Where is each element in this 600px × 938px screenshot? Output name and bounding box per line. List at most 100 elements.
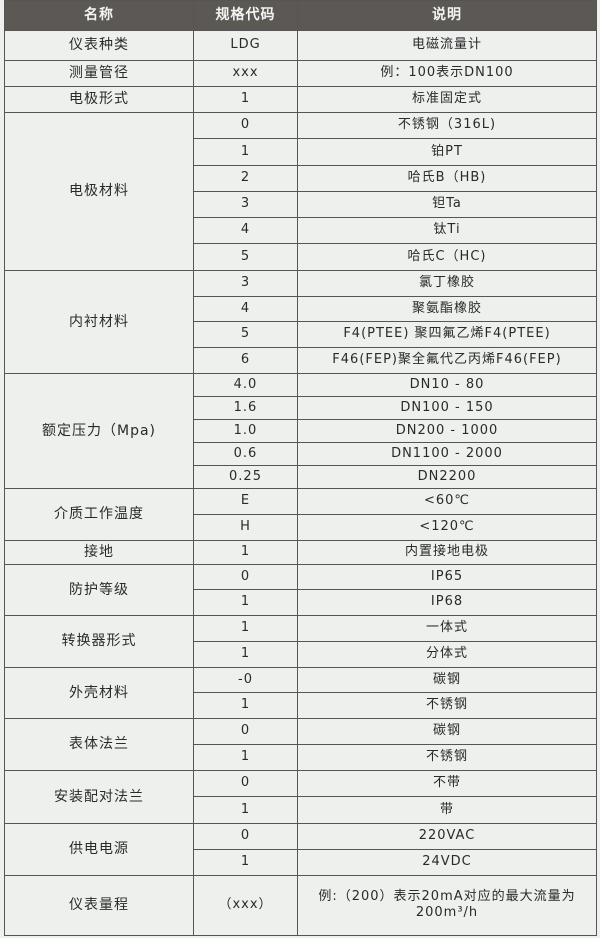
code-cell: 5	[193, 321, 298, 349]
table-row: 表体法兰 0 碳钢	[4, 717, 597, 771]
description-cell: 铂PT	[297, 138, 597, 166]
item-name: 仪表种类	[4, 30, 194, 61]
item-name: 表体法兰	[4, 717, 194, 771]
table-row: 1 24VDC	[5, 848, 597, 876]
description-cell: 不锈钢（316L)	[297, 111, 597, 140]
code-cell: 0	[193, 769, 298, 798]
description-cell: <120℃	[297, 513, 597, 541]
table-row: 转换器形式 1 一体式	[4, 614, 597, 668]
code-cell: 1.0	[193, 418, 298, 443]
table-row: 1 不锈钢	[5, 743, 597, 771]
table-row: 介质工作温度 E <60℃	[4, 487, 597, 541]
description-cell: <60℃	[297, 487, 597, 515]
description-cell: 内置接地电极	[297, 539, 597, 565]
code-cell: 1	[193, 614, 298, 642]
header-name: 名称	[4, 0, 194, 31]
item-name: 电极材料	[4, 112, 194, 271]
description-cell: DN2200	[297, 464, 597, 489]
item-name: 防护等级	[4, 563, 194, 616]
spec-table: 名称 规格代码 说明 仪表种类 LDG 电磁流量计 测量管径 xxx 例：100表示DN1…	[4, 0, 597, 936]
description-cell: 哈氏C（HC)	[297, 243, 597, 271]
code-cell: 1	[193, 692, 298, 719]
description-cell: 碳钢	[297, 717, 597, 745]
description-cell: DN1100 - 2000	[297, 441, 597, 466]
table-row: 电极形式 1 标准固定式	[4, 86, 597, 113]
code-cell: 1	[193, 640, 298, 668]
table-row: 5 哈氏C（HC)	[5, 243, 597, 271]
table-row: 4 钛Ti	[5, 217, 597, 245]
table-row: H <120℃	[5, 513, 597, 541]
code-cell: 0	[193, 563, 298, 591]
table-row: 3 钽Ta	[5, 190, 597, 219]
item-name: 测量管径	[4, 60, 194, 87]
table-row: 外壳材料 -0 碳钢	[4, 666, 597, 719]
description-cell: DN100 - 150	[297, 395, 597, 420]
table-row: 安装配对法兰 0 不带	[4, 769, 597, 824]
code-cell: 6	[193, 347, 298, 374]
code-cell: 0	[193, 111, 298, 140]
description-cell: DN200 - 1000	[297, 418, 597, 443]
description-cell: 哈氏B（HB)	[297, 164, 597, 192]
item-name: 内衬材料	[4, 269, 194, 374]
table-row: 供电电源 0 220VAC	[4, 822, 597, 876]
code-cell: -0	[193, 666, 298, 694]
description-cell: 钽Ta	[297, 190, 597, 219]
code-cell: 1	[193, 138, 298, 166]
table-row: 1.6 DN100 - 150	[5, 395, 597, 420]
description-cell: 一体式	[297, 614, 597, 642]
description-cell: 不锈钢	[297, 743, 597, 771]
description-cell: DN10 - 80	[297, 372, 597, 397]
description-cell: 碳钢	[297, 666, 597, 694]
description-cell: 不带	[297, 769, 597, 798]
description-cell: 220VAC	[297, 822, 597, 850]
item-name: 供电电源	[4, 822, 194, 876]
table-row: 内衬材料 3 氯丁橡胶	[4, 269, 597, 374]
description-cell: 例:（200）表示20mA对应的最大流量为200m³/h	[297, 874, 597, 936]
description-cell: 不锈钢	[297, 692, 597, 719]
item-name: 额定压力（Mpa)	[4, 372, 194, 489]
item-name: 电极形式	[4, 86, 194, 113]
description-cell: 分体式	[297, 640, 597, 668]
description-cell: 例：100表示DN100	[297, 60, 597, 87]
code-cell: 2	[193, 164, 298, 192]
table-row: 6 F46(FEP)聚全氟代乙丙烯F46(FEP)	[5, 347, 597, 374]
code-cell: 4	[193, 295, 298, 323]
table-row: 电极材料 0 不锈钢（316L)	[4, 111, 597, 271]
table-row: 1 IP68	[5, 589, 597, 616]
table-row: 仪表量程 （xxx） 例:（200）表示20mA对应的最大流量为200m³/h	[4, 874, 597, 936]
code-cell: 1	[193, 86, 298, 113]
code-cell: 5	[193, 243, 298, 271]
code-cell: 0	[193, 717, 298, 745]
code-cell: 0.25	[193, 464, 298, 489]
code-cell: 4.0	[193, 372, 298, 397]
description-cell: F46(FEP)聚全氟代乙丙烯F46(FEP)	[297, 347, 597, 374]
description-cell: IP65	[297, 563, 597, 591]
item-name: 仪表量程	[4, 874, 194, 936]
description-cell: 标准固定式	[297, 86, 597, 113]
description-cell: 24VDC	[297, 848, 597, 876]
item-name: 安装配对法兰	[4, 769, 194, 824]
code-cell: 1	[193, 743, 298, 771]
code-cell: 3	[193, 269, 298, 297]
code-cell: xxx	[193, 60, 298, 87]
code-cell: H	[193, 513, 298, 541]
code-cell: 3	[193, 190, 298, 219]
code-cell: （xxx）	[193, 874, 298, 936]
code-cell: 1.6	[193, 395, 298, 420]
code-cell: LDG	[193, 30, 298, 61]
table-row: 4 聚氨酯橡胶	[5, 295, 597, 323]
code-cell: E	[193, 487, 298, 515]
description-cell: 氯丁橡胶	[297, 269, 597, 297]
table-row: 1 分体式	[5, 640, 597, 668]
description-cell: IP68	[297, 589, 597, 616]
table-row: 0.6 DN1100 - 2000	[5, 441, 597, 466]
description-cell: F4(PTEE) 聚四氟乙烯F4(PTEE)	[297, 321, 597, 349]
table-row: 5 F4(PTEE) 聚四氟乙烯F4(PTEE)	[5, 321, 597, 349]
code-cell: 4	[193, 217, 298, 245]
description-cell: 电磁流量计	[297, 30, 597, 61]
code-cell: 1	[193, 589, 298, 616]
code-cell: 0.6	[193, 441, 298, 466]
code-cell: 1	[193, 796, 298, 824]
description-cell: 带	[297, 796, 597, 824]
item-name: 接地	[4, 539, 194, 565]
